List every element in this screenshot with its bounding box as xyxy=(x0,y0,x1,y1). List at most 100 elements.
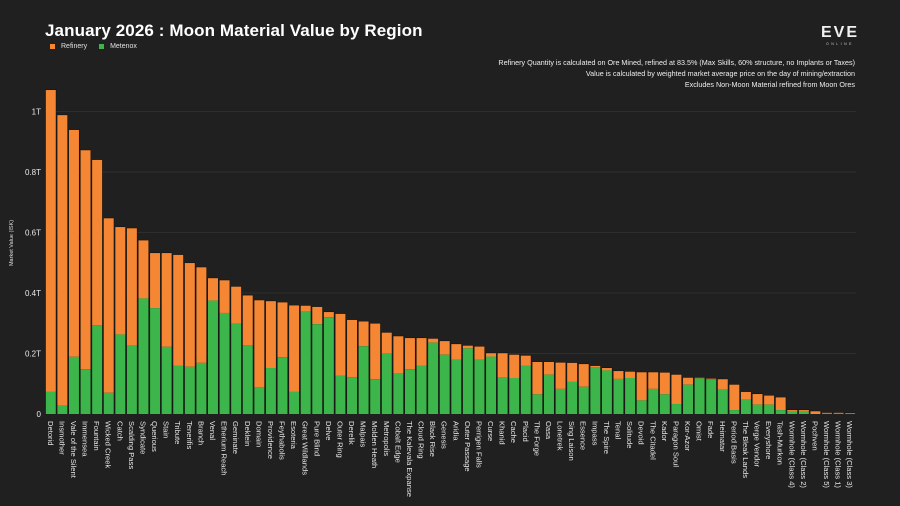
bar-metenox[interactable] xyxy=(103,392,114,414)
bar-refinery[interactable] xyxy=(567,362,578,382)
bar-group[interactable] xyxy=(566,362,578,414)
bar-group[interactable] xyxy=(728,384,740,414)
bar-refinery[interactable] xyxy=(347,319,358,378)
bar-refinery[interactable] xyxy=(798,410,809,412)
bar-group[interactable] xyxy=(578,363,590,414)
bar-refinery[interactable] xyxy=(323,312,334,318)
bar-refinery[interactable] xyxy=(92,159,103,326)
bar-refinery[interactable] xyxy=(265,301,276,369)
bar-refinery[interactable] xyxy=(231,286,242,324)
bar-refinery[interactable] xyxy=(404,338,415,370)
bar-metenox[interactable] xyxy=(543,374,554,414)
bar-refinery[interactable] xyxy=(509,354,520,379)
bar-group[interactable] xyxy=(717,378,729,414)
bar-group[interactable] xyxy=(103,217,115,414)
bar-group[interactable] xyxy=(56,114,68,414)
bar-refinery[interactable] xyxy=(683,377,693,385)
bar-refinery[interactable] xyxy=(300,305,311,312)
bar-group[interactable] xyxy=(288,304,300,414)
bar-metenox[interactable] xyxy=(590,367,601,414)
bar-metenox[interactable] xyxy=(150,308,161,414)
bar-metenox[interactable] xyxy=(613,378,624,414)
bar-metenox[interactable] xyxy=(277,357,288,414)
bar-group[interactable] xyxy=(323,311,335,414)
bar-metenox[interactable] xyxy=(381,353,392,414)
bar-refinery[interactable] xyxy=(717,379,728,390)
bar-group[interactable] xyxy=(242,294,254,414)
bar-refinery[interactable] xyxy=(393,336,404,374)
bar-group[interactable] xyxy=(682,377,694,414)
bar-group[interactable] xyxy=(786,409,798,414)
bar-group[interactable] xyxy=(300,305,312,414)
bar-metenox[interactable] xyxy=(451,359,462,414)
bar-metenox[interactable] xyxy=(289,391,300,414)
bar-metenox[interactable] xyxy=(648,388,659,414)
bar-refinery[interactable] xyxy=(219,280,230,313)
bar-group[interactable] xyxy=(346,319,358,414)
bar-metenox[interactable] xyxy=(520,365,531,414)
bar-group[interactable] xyxy=(404,337,416,414)
bar-refinery[interactable] xyxy=(138,240,149,299)
bar-metenox[interactable] xyxy=(335,375,346,414)
bar-metenox[interactable] xyxy=(497,377,508,414)
bar-refinery[interactable] xyxy=(648,372,659,389)
bar-refinery[interactable] xyxy=(335,313,346,376)
bar-refinery[interactable] xyxy=(451,344,462,360)
bar-metenox[interactable] xyxy=(126,345,137,414)
bar-metenox[interactable] xyxy=(219,312,230,414)
bar-refinery[interactable] xyxy=(358,321,369,347)
bar-refinery[interactable] xyxy=(625,371,636,379)
bar-metenox[interactable] xyxy=(462,348,473,414)
bar-group[interactable] xyxy=(149,252,161,414)
bar-group[interactable] xyxy=(219,279,231,414)
bar-metenox[interactable] xyxy=(416,365,427,414)
bar-metenox[interactable] xyxy=(486,356,497,414)
bar-refinery[interactable] xyxy=(833,412,844,414)
bar-refinery[interactable] xyxy=(161,253,172,347)
bar-refinery[interactable] xyxy=(126,228,137,346)
bar-metenox[interactable] xyxy=(393,373,404,414)
bar-refinery[interactable] xyxy=(416,338,427,366)
bar-group[interactable] xyxy=(80,149,92,414)
bar-group[interactable] xyxy=(230,286,242,414)
bar-metenox[interactable] xyxy=(300,311,311,414)
bar-refinery[interactable] xyxy=(740,391,751,400)
bar-refinery[interactable] xyxy=(810,411,821,414)
bar-metenox[interactable] xyxy=(798,411,809,414)
bar-group[interactable] xyxy=(601,367,613,414)
bar-refinery[interactable] xyxy=(752,394,763,405)
bar-group[interactable] xyxy=(775,396,787,414)
bar-group[interactable] xyxy=(137,239,149,414)
bar-refinery[interactable] xyxy=(312,306,323,325)
bar-metenox[interactable] xyxy=(92,325,103,414)
bar-group[interactable] xyxy=(416,337,428,414)
bar-metenox[interactable] xyxy=(532,394,543,414)
bar-group[interactable] xyxy=(265,300,277,414)
bar-group[interactable] xyxy=(439,340,451,414)
bar-metenox[interactable] xyxy=(509,378,520,414)
bar-refinery[interactable] xyxy=(555,362,566,389)
bar-metenox[interactable] xyxy=(787,411,798,414)
bar-metenox[interactable] xyxy=(404,369,415,414)
bar-group[interactable] xyxy=(381,332,393,414)
bar-group[interactable] xyxy=(589,365,601,414)
bar-metenox[interactable] xyxy=(578,386,589,414)
bar-group[interactable] xyxy=(358,320,370,414)
bar-metenox[interactable] xyxy=(694,378,705,414)
bar-metenox[interactable] xyxy=(729,410,740,414)
bar-refinery[interactable] xyxy=(80,150,91,370)
bar-group[interactable] xyxy=(659,372,671,414)
legend-item-refinery[interactable]: Refinery xyxy=(50,43,87,50)
bar-refinery[interactable] xyxy=(659,372,670,395)
bar-metenox[interactable] xyxy=(752,404,763,414)
bar-group[interactable] xyxy=(670,374,682,414)
bar-group[interactable] xyxy=(531,361,543,414)
bar-metenox[interactable] xyxy=(428,342,439,414)
bar-group[interactable] xyxy=(636,371,648,414)
bar-refinery[interactable] xyxy=(277,302,288,358)
bar-refinery[interactable] xyxy=(671,374,682,405)
bar-metenox[interactable] xyxy=(555,388,566,414)
bar-group[interactable] xyxy=(497,352,509,414)
bar-refinery[interactable] xyxy=(497,353,508,378)
bar-group[interactable] xyxy=(253,299,265,414)
